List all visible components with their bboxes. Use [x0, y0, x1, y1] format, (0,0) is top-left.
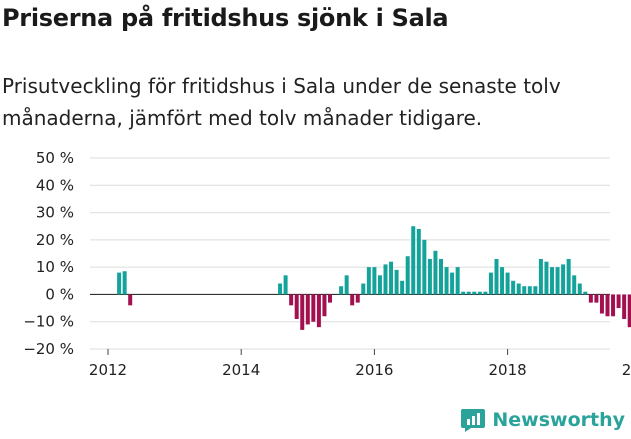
y-axis-labels: 50 % 40 % 30 % 20 % 10 % 0 % −10 % −20 % — [23, 149, 74, 358]
bar[interactable] — [444, 267, 449, 295]
bar[interactable] — [611, 294, 616, 317]
bar[interactable] — [383, 264, 388, 295]
y-tick-label: 30 % — [36, 204, 74, 222]
bar[interactable] — [389, 261, 394, 295]
bar[interactable] — [128, 294, 133, 306]
bar[interactable] — [439, 258, 443, 295]
chart-title: Priserna på fritidshus sjönk i Sala — [2, 4, 449, 32]
bar[interactable] — [278, 283, 283, 295]
bar[interactable] — [527, 286, 532, 295]
bar[interactable] — [588, 294, 593, 303]
bar[interactable] — [400, 280, 405, 295]
bar[interactable] — [411, 226, 416, 295]
bar[interactable] — [616, 294, 621, 309]
bar[interactable] — [311, 294, 316, 322]
newsworthy-logo-icon — [461, 409, 486, 432]
bar[interactable] — [433, 250, 438, 295]
bar[interactable] — [500, 267, 505, 295]
bar[interactable] — [583, 291, 588, 295]
bar[interactable] — [511, 280, 516, 295]
bar[interactable] — [561, 264, 566, 295]
bar[interactable] — [455, 267, 460, 295]
y-tick-label: 40 % — [36, 176, 74, 194]
bar[interactable] — [488, 272, 493, 295]
bar[interactable] — [522, 286, 527, 295]
bar[interactable] — [461, 291, 466, 295]
bar[interactable] — [328, 294, 332, 303]
bar[interactable] — [305, 294, 310, 325]
bar[interactable] — [538, 258, 543, 295]
bars — [117, 226, 631, 330]
x-tick-label: 2018 — [489, 361, 527, 379]
bar[interactable] — [627, 294, 631, 328]
bar[interactable] — [372, 267, 377, 295]
bar[interactable] — [577, 283, 582, 295]
brand-name: Newsworthy — [492, 409, 625, 431]
bar[interactable] — [505, 272, 510, 295]
bar[interactable] — [394, 269, 399, 295]
bar[interactable] — [599, 294, 604, 314]
bar[interactable] — [283, 275, 288, 295]
x-tick-label: 2020 — [622, 361, 631, 379]
x-tick-label: 2012 — [89, 361, 127, 379]
bar[interactable] — [294, 294, 299, 319]
bar[interactable] — [622, 294, 627, 319]
y-tick-label: 50 % — [36, 149, 74, 167]
bar[interactable] — [516, 283, 521, 295]
x-tick-label: 2014 — [222, 361, 260, 379]
bar[interactable] — [361, 283, 366, 295]
bar[interactable] — [377, 275, 382, 295]
bar[interactable] — [322, 294, 327, 317]
bar[interactable] — [472, 291, 477, 295]
bar[interactable] — [594, 294, 599, 303]
x-axis: 20122014201620182020202220242026 — [89, 349, 631, 379]
bar[interactable] — [494, 258, 499, 295]
bar[interactable] — [422, 239, 427, 295]
bar[interactable] — [533, 286, 538, 295]
bar[interactable] — [544, 261, 549, 295]
chart-subtitle: Prisutveckling för fritidshus i Sala und… — [2, 74, 561, 130]
bar[interactable] — [416, 228, 421, 295]
bar[interactable] — [483, 291, 488, 295]
y-tick-label: 0 % — [45, 285, 74, 303]
bar[interactable] — [477, 291, 482, 295]
bar[interactable] — [605, 294, 610, 317]
bar[interactable] — [450, 272, 455, 295]
bar[interactable] — [405, 256, 410, 295]
x-tick-label: 2016 — [355, 361, 393, 379]
bar[interactable] — [300, 294, 305, 330]
bar[interactable] — [550, 267, 554, 295]
bar[interactable] — [366, 267, 371, 295]
gridlines — [90, 157, 610, 350]
bar[interactable] — [339, 286, 344, 295]
bar[interactable] — [117, 272, 122, 295]
bar[interactable] — [566, 258, 571, 295]
y-tick-label: −20 % — [23, 340, 74, 358]
bar[interactable] — [555, 267, 560, 295]
y-tick-label: 20 % — [36, 231, 74, 249]
bar[interactable] — [355, 294, 360, 303]
bar[interactable] — [316, 294, 321, 328]
y-tick-label: 10 % — [36, 258, 74, 276]
brand-logo[interactable]: Newsworthy — [460, 407, 625, 433]
y-tick-label: −10 % — [23, 313, 74, 331]
bar[interactable] — [427, 258, 432, 295]
bar[interactable] — [289, 294, 294, 306]
bar[interactable] — [466, 291, 471, 295]
bar[interactable] — [572, 275, 577, 295]
bar[interactable] — [344, 275, 349, 295]
bar[interactable] — [350, 294, 355, 306]
bar[interactable] — [122, 271, 127, 295]
